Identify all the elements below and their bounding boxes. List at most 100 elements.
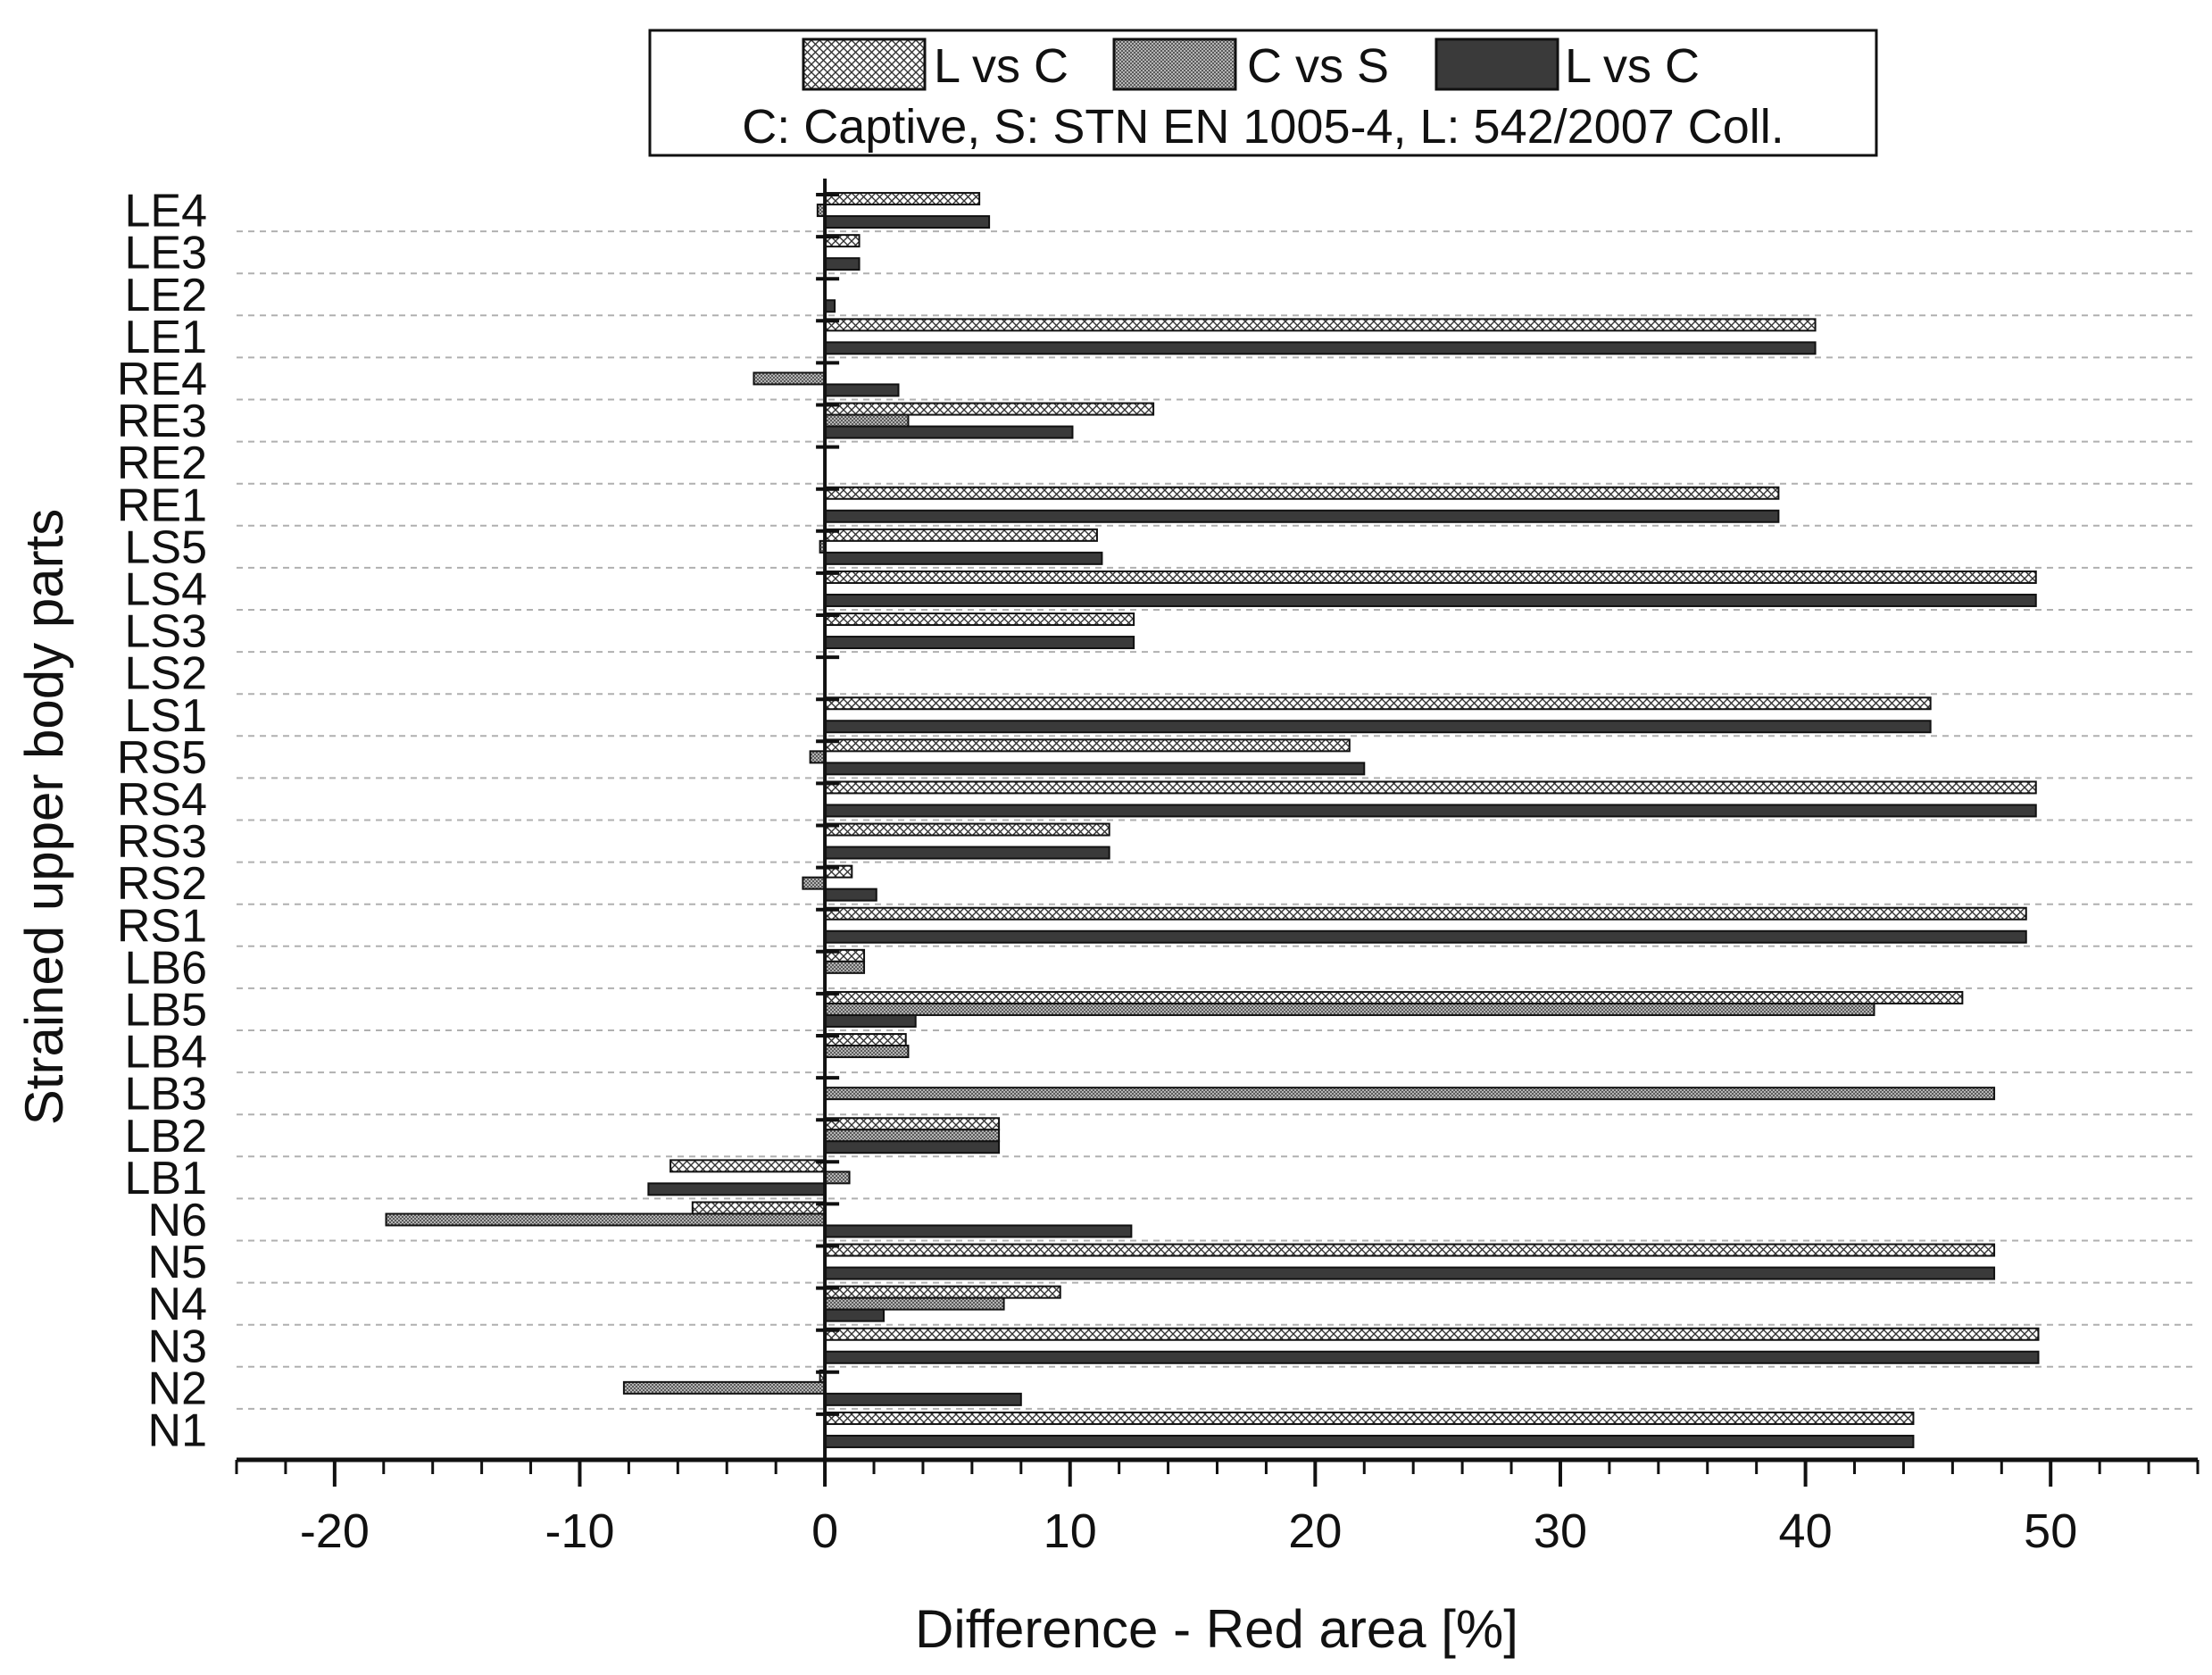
bar [824,929,2027,944]
y-tick-label: RE3 [117,396,207,447]
y-axis-title: Strained upper body parts [14,509,74,1125]
bar [824,1243,1996,1257]
bar [824,696,1932,711]
y-tick-label: RS2 [117,858,207,910]
grid-lines [237,230,2198,1410]
bar [824,1266,1996,1280]
bar [824,720,1932,734]
bar [647,1182,827,1196]
y-tick-label: LE1 [124,312,207,363]
bar [824,1327,2040,1341]
bar [824,906,2027,921]
bar [824,1308,886,1322]
x-axis-title: Difference - Red area [%] [915,1599,1518,1659]
x-tick-label: 0 [811,1504,838,1558]
bar [824,551,1103,565]
legend-swatch-l-vs-c-crosshatch [802,38,927,91]
y-tick-label: LB1 [124,1153,207,1204]
legend-label: C vs S [1247,39,1389,93]
bar [824,341,1817,355]
y-tick-label: LB3 [124,1069,207,1121]
y-tick-label: LE4 [124,186,207,238]
bar [824,486,1780,500]
bar [824,402,1155,416]
y-tick-label: LE2 [124,270,207,321]
x-tick-label: -20 [300,1504,370,1558]
y-tick-label: RE1 [117,479,207,531]
y-tick-label: LS3 [124,606,207,658]
bar [824,1140,1001,1154]
bar [753,371,827,386]
bar [669,1159,827,1173]
bar [824,738,1351,753]
y-tick-label: LS1 [124,690,207,742]
bar [824,1045,910,1059]
x-tick-label: -10 [545,1504,614,1558]
bar [824,425,1074,439]
bar [824,888,877,902]
y-tick-label: LB4 [124,1027,207,1079]
bar [824,1411,1915,1425]
y-tick-label: RE4 [117,354,207,405]
legend-swatch-l-vs-c-solid [1434,38,1559,91]
legend-label: L vs C [934,39,1069,93]
y-tick-label: RS1 [117,900,207,952]
x-tick-label: 40 [1779,1504,1833,1558]
y-tick-label: N4 [148,1279,207,1330]
legend-swatch-c-vs-s [1112,38,1237,91]
bar [824,762,1366,776]
bar [824,1296,1005,1311]
bar [824,1013,917,1028]
bar [824,413,910,428]
y-tick-label: RS5 [117,732,207,784]
bar [809,750,827,764]
bar [824,846,1110,860]
bar [824,257,861,271]
bar [824,528,1098,542]
bar [824,990,1964,1004]
bar [824,1171,851,1185]
y-tick-label: N3 [148,1321,207,1372]
bar [824,1224,1133,1238]
y-tick-label: N2 [148,1362,207,1414]
bar [824,1087,1996,1101]
legend-note: C: Captive, S: STN EN 1005-4, L: 542/200… [742,100,1784,154]
y-tick-label: N6 [148,1195,207,1246]
legend-label: L vs C [1565,39,1700,93]
bar [824,570,2037,584]
y-tick-label: N5 [148,1237,207,1288]
axes: LE4LE3LE2LE1RE4RE3RE2RE1LS5LS4LS3LS2LS1R… [117,179,2200,1558]
y-tick-label: LS4 [124,563,207,615]
x-tick-label: 50 [2024,1504,2077,1558]
bar [824,593,2037,607]
y-tick-label: RE2 [117,438,207,489]
bar [824,1002,1875,1016]
bar [824,1392,1022,1406]
y-tick-label: LS2 [124,648,207,700]
bar [824,1285,1061,1299]
bar [824,804,2037,818]
x-tick-label: 30 [1534,1504,1587,1558]
bar [691,1201,827,1215]
legend: L vs C C vs S L vs C C: Captive, S: STN … [648,29,1878,157]
y-tick-label: LE3 [124,228,207,279]
bar [824,612,1135,627]
bar [824,1350,2040,1364]
bar [824,780,2037,795]
bar [802,876,827,890]
y-tick-label: LB6 [124,942,207,994]
x-tick-label: 10 [1044,1504,1097,1558]
y-tick-label: RS4 [117,774,207,826]
bar [824,960,866,974]
bar [824,636,1135,650]
bar [385,1212,827,1227]
y-tick-label: RS3 [117,816,207,868]
bar [824,1117,1001,1131]
bar [824,509,1780,523]
bar [824,215,991,229]
x-tick-label: 20 [1288,1504,1342,1558]
bar [824,1129,1001,1143]
bar [824,822,1110,837]
